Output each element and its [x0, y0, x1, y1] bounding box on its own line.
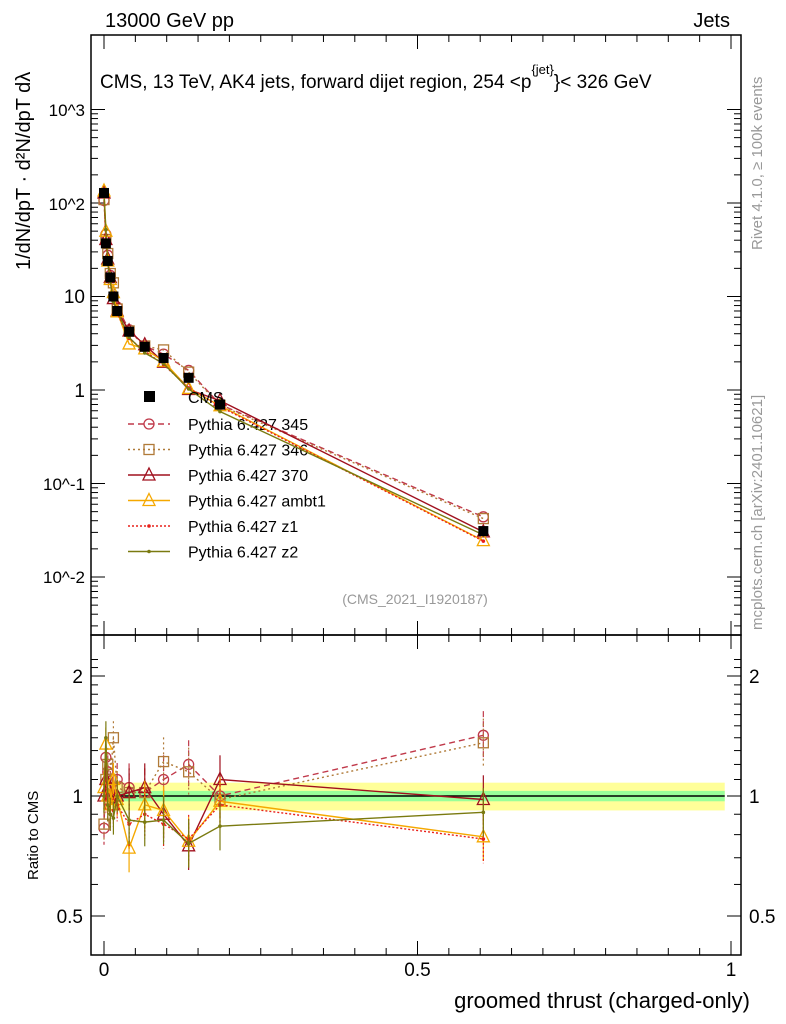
- legend-marker-data: [144, 391, 155, 402]
- series-marker: [142, 351, 147, 355]
- data-point: [214, 399, 225, 410]
- data-point: [139, 341, 150, 352]
- data-point: [100, 238, 111, 249]
- y-tick-label: 10^-2: [43, 568, 85, 587]
- legend-label: Pythia 6.427 346: [188, 443, 308, 460]
- ratio-marker: [481, 810, 486, 815]
- ratio-y-label: Ratio to CMS: [25, 791, 42, 880]
- legend-marker: [143, 443, 155, 456]
- ratio-marker: [107, 732, 120, 744]
- ratio-frame: [90, 634, 742, 956]
- ratio-tick-label: 0.5: [57, 907, 83, 928]
- ratio-tick-label-right: 0.5: [749, 907, 775, 928]
- data-point: [183, 372, 194, 383]
- mcplots-label: mcplots.cern.ch [arXiv:2401.10621]: [749, 395, 766, 630]
- ratio-marker: [106, 771, 121, 786]
- legend-label-data: CMS: [188, 390, 224, 407]
- header-left: 13000 GeV pp: [105, 10, 234, 32]
- y-tick-label: 10^2: [49, 195, 85, 214]
- ratio-tick-label-right: 2: [749, 667, 760, 688]
- series-marker: [104, 227, 108, 232]
- ratio-marker: [157, 773, 170, 786]
- x-axis-label: groomed thrust (charged-only): [454, 988, 750, 1013]
- legend-label: Pythia 6.427 z2: [188, 545, 298, 562]
- legend-label: Pythia 6.427 ambt1: [188, 494, 326, 511]
- ratio-marker: [186, 841, 191, 846]
- ratio-tick-label-right: 1: [749, 787, 760, 808]
- series-marker: [122, 335, 137, 350]
- ratio-marker: [218, 824, 222, 828]
- ratio-marker: [127, 818, 131, 822]
- ratio-marker: [102, 794, 106, 798]
- ratio-tick-label: 1: [72, 787, 83, 808]
- legend-marker: [141, 466, 157, 481]
- ratio-marker: [182, 766, 195, 778]
- analysis-id: (CMS_2021_I1920187): [342, 591, 488, 607]
- legend-label: Pythia 6.427 z1: [188, 519, 298, 536]
- series-marker: [186, 387, 191, 391]
- ratio-marker: [477, 737, 489, 749]
- data-point: [99, 187, 109, 198]
- chart-title: CMS, 13 TeV, AK4 jets, forward dijet reg…: [100, 62, 652, 93]
- data-point: [105, 272, 116, 283]
- ratio-marker: [476, 828, 491, 843]
- ratio-marker: [104, 735, 108, 740]
- ratio-marker: [142, 820, 147, 824]
- legend-label: Pythia 6.427 370: [188, 468, 308, 485]
- x-tick-label: 0: [99, 960, 110, 981]
- series-marker: [218, 409, 222, 414]
- data-point: [108, 291, 119, 302]
- data-point: [102, 255, 113, 266]
- ratio-marker: [161, 818, 166, 822]
- series-line-4: [103, 192, 484, 542]
- x-tick-label: 0.5: [404, 960, 430, 981]
- ratio-marker: [108, 812, 113, 817]
- data-point: [158, 352, 169, 363]
- y-tick-label: 10^-1: [43, 475, 85, 494]
- ratio-tick-label: 2: [72, 667, 83, 688]
- legend-marker: [143, 418, 155, 430]
- y-tick-label: 10^3: [49, 101, 85, 120]
- series-marker: [181, 379, 196, 395]
- series-marker: [476, 532, 491, 547]
- ratio-marker: [102, 758, 114, 771]
- ratio-marker: [122, 839, 137, 854]
- ratio-marker: [105, 803, 110, 807]
- ratio-marker: [111, 816, 116, 820]
- ratio-marker: [481, 837, 486, 841]
- rivet-label: Rivet 4.1.0, ≥ 100k events: [749, 77, 766, 250]
- series-marker: [481, 539, 486, 543]
- y-tick-label: 1: [74, 381, 85, 402]
- x-tick-label: 1: [726, 960, 737, 981]
- legend-marker: [147, 549, 151, 554]
- legend-marker: [141, 492, 157, 507]
- y-axis-label: 1/dN/dpT · d²N/dpT dλ: [13, 72, 35, 270]
- header-right: Jets: [693, 10, 730, 32]
- ratio-marker: [115, 794, 119, 798]
- data-point: [478, 526, 489, 537]
- legend-marker: [147, 524, 151, 528]
- ratio-marker: [157, 755, 170, 768]
- data-point: [124, 326, 135, 337]
- ratio-marker: [98, 818, 110, 830]
- data-point: [112, 305, 123, 316]
- y-tick-label: 10: [64, 287, 85, 308]
